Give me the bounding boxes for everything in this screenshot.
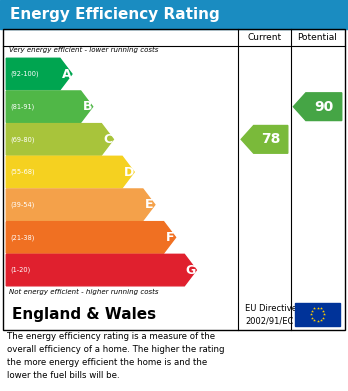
Polygon shape bbox=[241, 126, 288, 153]
Text: F: F bbox=[166, 231, 174, 244]
Text: Potential: Potential bbox=[298, 33, 338, 42]
Text: (92-100): (92-100) bbox=[10, 71, 39, 77]
Text: B: B bbox=[82, 100, 92, 113]
Polygon shape bbox=[6, 254, 196, 286]
Bar bbox=[3, 29, 345, 330]
Text: EU Directive
2002/91/EC: EU Directive 2002/91/EC bbox=[245, 304, 297, 325]
Text: The energy efficiency rating is a measure of the
overall efficiency of a home. T: The energy efficiency rating is a measur… bbox=[7, 332, 224, 380]
Polygon shape bbox=[6, 58, 72, 90]
Text: D: D bbox=[124, 165, 134, 179]
Polygon shape bbox=[6, 124, 113, 155]
Text: (81-91): (81-91) bbox=[10, 104, 35, 110]
Text: Energy Efficiency Rating: Energy Efficiency Rating bbox=[10, 7, 220, 22]
Text: (55-68): (55-68) bbox=[10, 169, 35, 175]
Polygon shape bbox=[293, 93, 342, 120]
Text: Not energy efficient - higher running costs: Not energy efficient - higher running co… bbox=[9, 289, 158, 296]
Text: 90: 90 bbox=[314, 100, 333, 114]
Polygon shape bbox=[6, 91, 93, 122]
Text: 78: 78 bbox=[261, 133, 280, 146]
Text: (39-54): (39-54) bbox=[10, 201, 35, 208]
Bar bbox=[0, 0, 348, 29]
Text: E: E bbox=[145, 198, 154, 211]
Text: G: G bbox=[186, 264, 196, 276]
Text: C: C bbox=[103, 133, 112, 146]
Text: (21-38): (21-38) bbox=[10, 234, 35, 240]
Text: Very energy efficient - lower running costs: Very energy efficient - lower running co… bbox=[9, 47, 158, 54]
Text: Current: Current bbox=[247, 33, 282, 42]
Text: (1-20): (1-20) bbox=[10, 267, 31, 273]
Polygon shape bbox=[6, 189, 155, 221]
Polygon shape bbox=[6, 222, 176, 253]
Text: England & Wales: England & Wales bbox=[12, 307, 156, 322]
Polygon shape bbox=[6, 156, 134, 188]
Bar bbox=[295, 303, 340, 326]
Text: (69-80): (69-80) bbox=[10, 136, 35, 143]
Text: A: A bbox=[62, 68, 71, 81]
